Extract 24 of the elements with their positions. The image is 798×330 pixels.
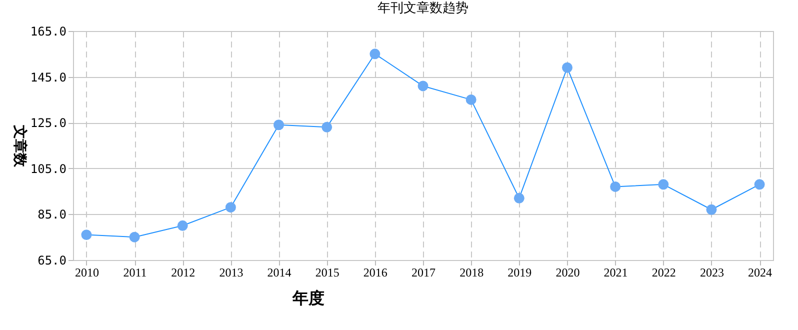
x-tick-label: 2013 bbox=[219, 266, 244, 280]
y-tick-label: 145.0 bbox=[30, 70, 66, 84]
y-tick-label: 125.0 bbox=[30, 116, 66, 130]
x-tick-label: 2010 bbox=[74, 266, 99, 280]
y-axis-title: 文章数 bbox=[11, 124, 28, 168]
x-tick-label: 2023 bbox=[700, 266, 724, 280]
x-tick-label: 2024 bbox=[748, 266, 772, 280]
x-tick-label: 2018 bbox=[460, 266, 484, 280]
y-tick-label: 85.0 bbox=[38, 208, 66, 222]
x-tick-label: 2019 bbox=[508, 266, 532, 280]
x-tick-label: 2015 bbox=[315, 266, 340, 280]
y-tick-label: 165.0 bbox=[30, 24, 66, 38]
y-tick-label: 65.0 bbox=[38, 254, 66, 268]
x-axis-title: 年度 bbox=[292, 288, 324, 308]
x-tick-label: 2020 bbox=[556, 266, 580, 280]
x-tick-label: 2022 bbox=[652, 266, 676, 280]
chart-title: 年刊文章数趋势 bbox=[378, 0, 468, 15]
x-tick-label: 2021 bbox=[604, 266, 628, 280]
y-tick-label: 105.0 bbox=[30, 162, 66, 176]
x-tick-label: 2014 bbox=[267, 266, 292, 280]
x-tick-label: 2017 bbox=[412, 266, 436, 280]
x-tick-label: 2012 bbox=[171, 266, 196, 280]
x-tick-label: 2011 bbox=[123, 266, 147, 280]
x-tick-label: 2016 bbox=[363, 266, 388, 280]
